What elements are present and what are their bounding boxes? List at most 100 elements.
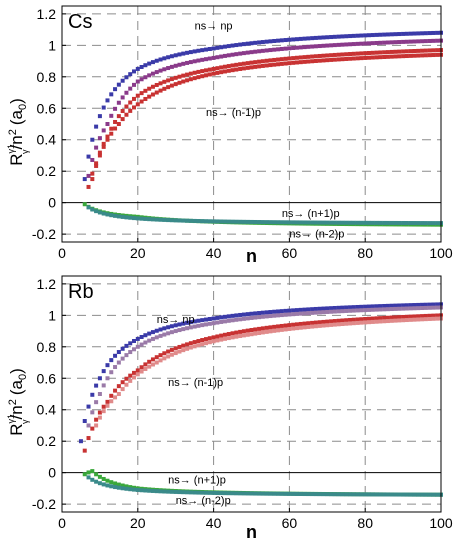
data-point [355,308,360,313]
data-point [97,474,102,479]
data-point [401,49,406,54]
data-point [124,90,129,95]
data-point [287,37,292,42]
data-point [317,58,322,63]
data-point [393,49,398,54]
data-point [332,34,337,39]
y-axis-title-part: γ [20,149,30,154]
data-point [276,324,281,329]
data-point [313,320,318,325]
data-point [116,82,121,87]
data-point [97,210,102,215]
data-point [238,312,243,317]
data-point [128,215,133,220]
data-point [150,92,155,97]
series-1 [86,38,443,178]
data-point [268,58,273,63]
data-point [158,327,163,332]
axes-frame [61,275,442,513]
data-point [241,312,246,317]
data-point [90,392,95,397]
data-point [226,219,231,224]
data-point [90,426,95,431]
data-point [340,309,345,314]
data-point [177,218,182,223]
data-point [135,216,140,221]
data-point [166,331,171,336]
y-axis-title-part: 2 [7,129,19,135]
data-point [219,54,224,59]
data-point [298,311,303,316]
data-point [397,54,402,59]
data-point [105,134,110,139]
data-point [222,69,227,74]
data-point [374,55,379,60]
data-point [177,62,182,67]
data-point [427,492,432,497]
data-point [329,43,334,48]
data-point [192,344,197,349]
data-point [268,220,273,225]
data-point [169,83,174,88]
data-point [245,312,250,317]
data-point [412,306,417,311]
data-point [173,218,178,223]
data-point [317,35,322,40]
data-point [291,308,296,313]
data-point [416,314,421,319]
data-point [257,64,262,69]
data-point [355,33,360,38]
data-point [222,314,227,319]
data-point [196,219,201,224]
data-point [101,144,106,149]
data-point [321,306,326,311]
data-point [109,399,114,404]
data-point [336,309,341,314]
data-point [401,303,406,308]
data-point [124,376,129,381]
data-point [276,38,281,43]
data-point [336,318,341,323]
data-point [173,323,178,328]
data-point [97,150,102,155]
data-point [139,77,144,82]
data-point [207,67,212,72]
data-point [401,220,406,225]
data-point [306,307,311,312]
data-point [416,317,421,322]
data-point [336,42,341,47]
data-point [253,315,258,320]
data-point [226,336,231,341]
data-point [241,333,246,338]
data-point [90,157,95,162]
annotation: ns→ np [195,21,233,33]
data-point [359,33,364,38]
data-point [310,307,315,312]
data-point [313,54,318,59]
y-tick-label: 0 [48,195,56,211]
data-point [150,336,155,341]
data-point [154,355,159,360]
data-point [253,64,258,69]
data-point [192,76,197,81]
data-point [241,329,246,334]
data-point [389,303,394,308]
data-point [412,221,417,226]
data-point [166,489,171,494]
data-point [294,491,299,496]
data-point [336,220,341,225]
data-point [124,104,129,109]
data-point [234,334,239,339]
data-point [344,42,349,47]
data-point [382,220,387,225]
data-point [393,40,398,45]
data-point [279,57,284,62]
data-point [287,491,292,496]
data-point [404,306,409,311]
data-point [86,154,91,159]
data-point [344,321,349,326]
data-point [310,492,315,497]
x-tick-label: 0 [58,515,66,531]
data-point [234,219,239,224]
data-point [166,354,171,359]
